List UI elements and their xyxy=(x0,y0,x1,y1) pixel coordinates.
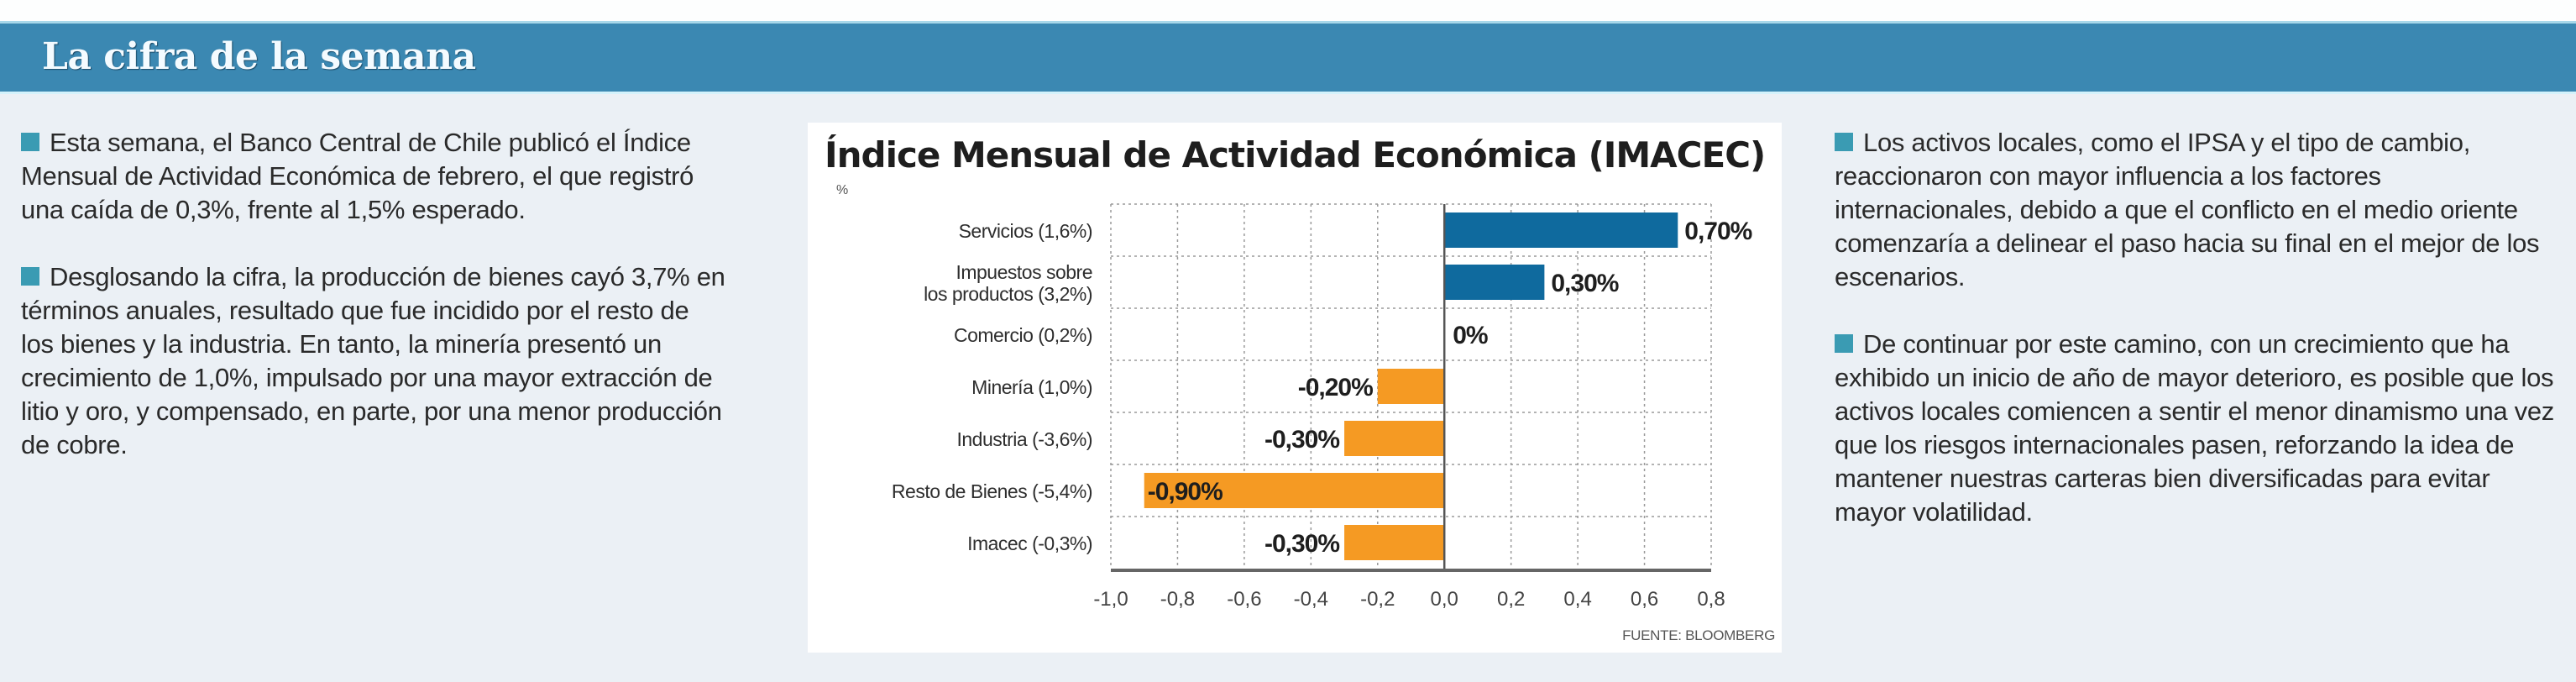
chart-source: FUENTE: BLOOMBERG xyxy=(1622,627,1775,643)
x-tick-label: 0,4 xyxy=(1563,588,1591,611)
data-label: -0,90% xyxy=(1148,478,1223,506)
bullet-square-icon xyxy=(1835,334,1853,353)
bar xyxy=(1144,473,1445,508)
category-label: Imacec (-0,3%) xyxy=(967,532,1092,554)
category-label: Comercio (0,2%) xyxy=(954,324,1092,346)
x-tick-label: 0,8 xyxy=(1697,588,1725,611)
section-title: La cifra de la semana xyxy=(42,35,476,78)
category-label: Impuestos sobre xyxy=(956,261,1092,283)
category-label: Industria (-3,6%) xyxy=(956,428,1092,450)
data-label: -0,30% xyxy=(1264,530,1339,558)
paragraph: Esta semana, el Banco Central de Chile p… xyxy=(21,126,726,227)
right-text-column: Los activos locales, como el IPSA y el t… xyxy=(1835,126,2557,563)
section-banner: La cifra de la semana xyxy=(0,21,2576,94)
x-tick-label: -0,6 xyxy=(1227,588,1261,611)
x-tick-label: -0,2 xyxy=(1360,588,1395,611)
chart-title: Índice Mensual de Actividad Económica (I… xyxy=(825,134,1766,176)
bar-chart-plot: 0,70% Servicios (1,6%) 0,30% Impuestos sobr… xyxy=(892,203,1753,611)
bullet-square-icon xyxy=(1835,133,1853,151)
data-label: 0,70% xyxy=(1684,218,1751,245)
bullet-square-icon xyxy=(21,267,39,286)
category-label: Minería (1,0%) xyxy=(971,376,1092,398)
data-label: 0% xyxy=(1453,322,1488,349)
data-label: 0,30% xyxy=(1551,270,1618,297)
top-strip xyxy=(0,0,2576,21)
imacec-chart: Índice Mensual de Actividad Económica (I… xyxy=(808,123,1782,653)
left-text-column: Esta semana, el Banco Central de Chile p… xyxy=(21,126,726,496)
data-label: -0,20% xyxy=(1298,374,1373,401)
x-tick-label: 0,2 xyxy=(1497,588,1525,611)
bar xyxy=(1344,525,1445,560)
bar xyxy=(1377,369,1445,404)
x-tick-label: 0,0 xyxy=(1431,588,1458,611)
x-tick-label: -0,8 xyxy=(1160,588,1195,611)
bullet-square-icon xyxy=(21,133,39,151)
paragraph-text: De continuar por este camino, con un cre… xyxy=(1835,329,2554,527)
x-tick-label: 0,6 xyxy=(1631,588,1658,611)
paragraph-text: Desglosando la cifra, la producción de b… xyxy=(21,262,725,459)
x-tick-label: -0,4 xyxy=(1294,588,1328,611)
paragraph-text: Los activos locales, como el IPSA y el t… xyxy=(1835,128,2540,291)
bar xyxy=(1344,421,1445,456)
category-label: Servicios (1,6%) xyxy=(959,220,1092,242)
category-label: Resto de Bienes (-5,4%) xyxy=(892,480,1092,502)
paragraph-text: Esta semana, el Banco Central de Chile p… xyxy=(21,128,694,224)
data-label: -0,30% xyxy=(1264,426,1339,454)
bar xyxy=(1444,212,1678,248)
bar xyxy=(1444,265,1545,300)
chart-unit-label: % xyxy=(836,183,849,197)
paragraph: De continuar por este camino, con un cre… xyxy=(1835,328,2557,529)
x-tick-label: -1,0 xyxy=(1093,588,1128,611)
paragraph: Desglosando la cifra, la producción de b… xyxy=(21,260,726,462)
category-label: los productos (3,2%) xyxy=(924,283,1092,305)
paragraph: Los activos locales, como el IPSA y el t… xyxy=(1835,126,2557,294)
